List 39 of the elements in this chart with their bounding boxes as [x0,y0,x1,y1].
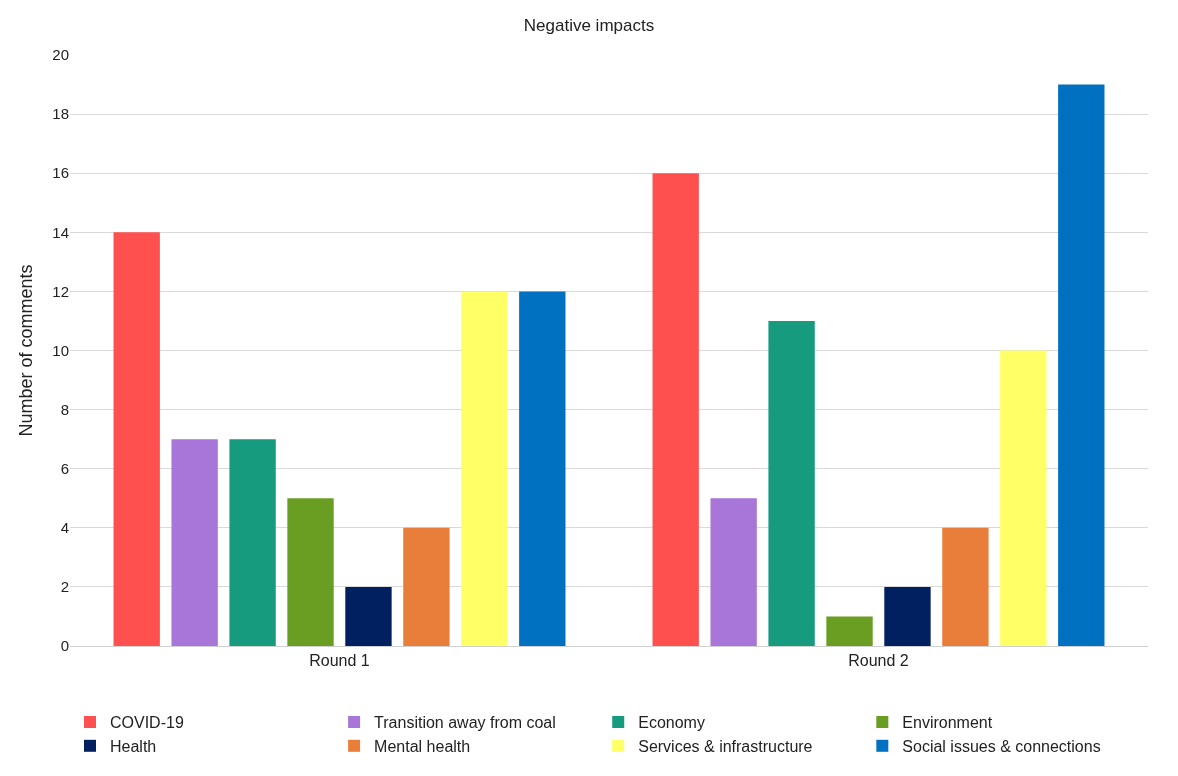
y-tick-label: 0 [60,637,69,655]
x-tick-label: Round 1 [309,652,370,670]
bar [1058,84,1105,646]
legend-label: Transition away from coal [374,714,556,732]
y-tick-label: 20 [52,46,69,64]
y-tick-label: 2 [60,578,69,596]
y-tick-label: 8 [60,400,69,418]
bar [519,291,566,646]
chart-title: Negative impacts [523,16,655,36]
bar [826,616,873,646]
bar [461,291,508,646]
y-tick-label: 16 [52,164,69,182]
bar [113,232,160,646]
legend-label: Social issues & connections [902,738,1101,756]
legend-label: Economy [638,714,705,732]
bar [229,439,276,646]
bar [942,527,989,646]
bar [171,439,218,646]
x-tick-label: Round 2 [848,652,909,670]
legend-label: Services & infrastructure [638,738,813,756]
bar [884,586,931,646]
y-tick-label: 10 [52,341,69,359]
bar [345,586,392,646]
legend-label: COVID-19 [110,714,184,732]
bar [768,320,815,646]
y-tick-label: 18 [52,105,69,123]
bar [652,173,699,646]
legend-label: Health [110,738,157,756]
y-tick-label: 14 [52,223,69,241]
y-axis-title: Number of comments [15,264,36,437]
y-tick-label: 4 [60,519,69,537]
bar [403,527,450,646]
legend-label: Environment [902,714,993,732]
y-tick-label: 6 [60,459,69,477]
bar [1000,350,1047,646]
legend-label: Mental health [374,738,471,756]
y-tick-label: 12 [52,282,69,300]
bar [287,498,334,646]
bar [710,498,757,646]
